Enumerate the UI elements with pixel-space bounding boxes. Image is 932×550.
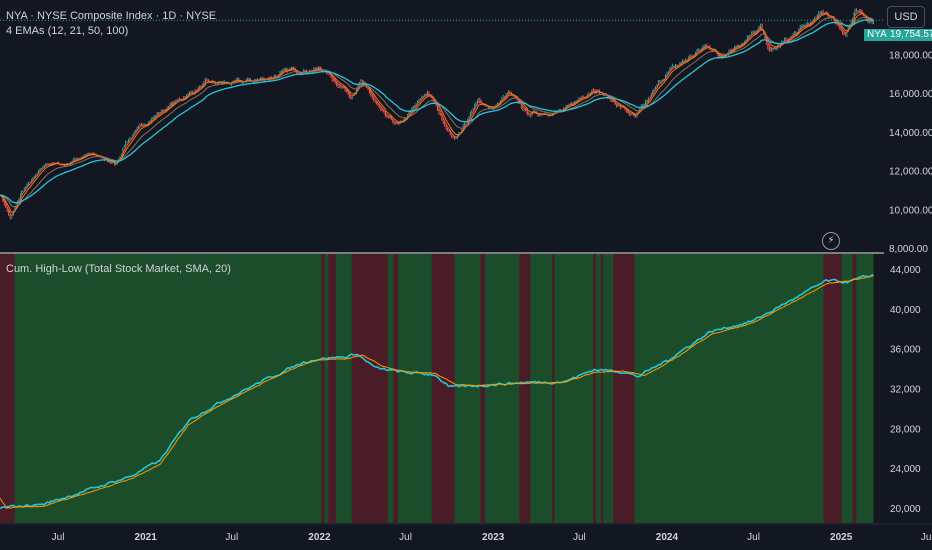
bear-band (823, 254, 842, 523)
time-tick-label: Jul (225, 532, 238, 543)
ema-indicator-label[interactable]: 4 EMAs (12, 21, 50, 100) (6, 25, 129, 37)
time-tick-label: 2025 (830, 532, 853, 543)
lower-pane-title[interactable]: Cum. High-Low (Total Stock Market, SMA, … (6, 263, 231, 275)
lower-tick-label: 40,000 (890, 305, 921, 316)
ema-21-line (0, 13, 874, 213)
price-axis[interactable]: 8,000.00 10,000.00 12,000.00 14,000.00 16,00… (889, 50, 932, 255)
price-tick-label: 10,000.00 (889, 205, 932, 216)
lower-pane[interactable] (0, 274, 874, 509)
bear-band (393, 254, 398, 523)
price-tick-label: 18,000.00 (889, 50, 932, 61)
lightning-icon[interactable]: ⚡ (822, 232, 840, 250)
time-tick-label: Jul (747, 532, 760, 543)
bear-band (480, 254, 486, 523)
ema-100-line (0, 19, 874, 204)
bear-band (613, 254, 635, 523)
time-tick-label: Jul (921, 532, 932, 543)
cum-high-low-line (0, 274, 874, 509)
time-tick-label: 2021 (135, 532, 158, 543)
currency-button[interactable]: USD (887, 6, 925, 28)
price-tick-label: 8,000.00 (889, 244, 928, 255)
time-axis[interactable]: Jul 2021 Jul 2022 Jul 2023 Jul 2024 Jul 2025 Jul (0, 523, 932, 543)
bear-band (328, 254, 337, 523)
price-tick-label: 12,000.00 (889, 167, 932, 178)
lower-axis[interactable]: 20,000 24,000 28,000 32,000 36,000 40,000 44,0… (890, 265, 921, 515)
sma-20-line (0, 275, 874, 509)
bear-band (321, 254, 325, 523)
time-tick-label: 2024 (656, 532, 679, 543)
lower-tick-label: 24,000 (890, 464, 921, 475)
bear-band (593, 254, 596, 523)
time-tick-label: 2023 (482, 532, 505, 543)
price-tick-label: 14,000.00 (889, 128, 932, 139)
bear-band (552, 254, 555, 523)
bear-band (431, 254, 455, 523)
bear-band (351, 254, 388, 523)
lower-tick-label: 20,000 (890, 504, 921, 515)
chart-title: NYA · NYSE Composite Index · 1D · NYSE (6, 10, 217, 22)
bear-band (600, 254, 604, 523)
bear-band (0, 254, 15, 523)
last-price-label: 19,754.57 (887, 29, 932, 41)
ema-50-line (0, 16, 874, 208)
symbol-badge: NYA (864, 29, 890, 41)
price-tick-label: 16,000.00 (889, 89, 932, 100)
time-tick-label: Jul (52, 532, 65, 543)
bear-band (852, 254, 857, 523)
lower-tick-label: 44,000 (890, 265, 921, 276)
regime-bands (0, 254, 874, 523)
time-tick-label: Jul (399, 532, 412, 543)
lower-tick-label: 36,000 (890, 345, 921, 356)
bear-band (519, 254, 531, 523)
lower-tick-label: 28,000 (890, 424, 921, 435)
price-pane[interactable] (0, 0, 884, 252)
lower-tick-label: 32,000 (890, 385, 921, 396)
time-tick-label: 2022 (308, 532, 331, 543)
time-tick-label: Jul (573, 532, 586, 543)
